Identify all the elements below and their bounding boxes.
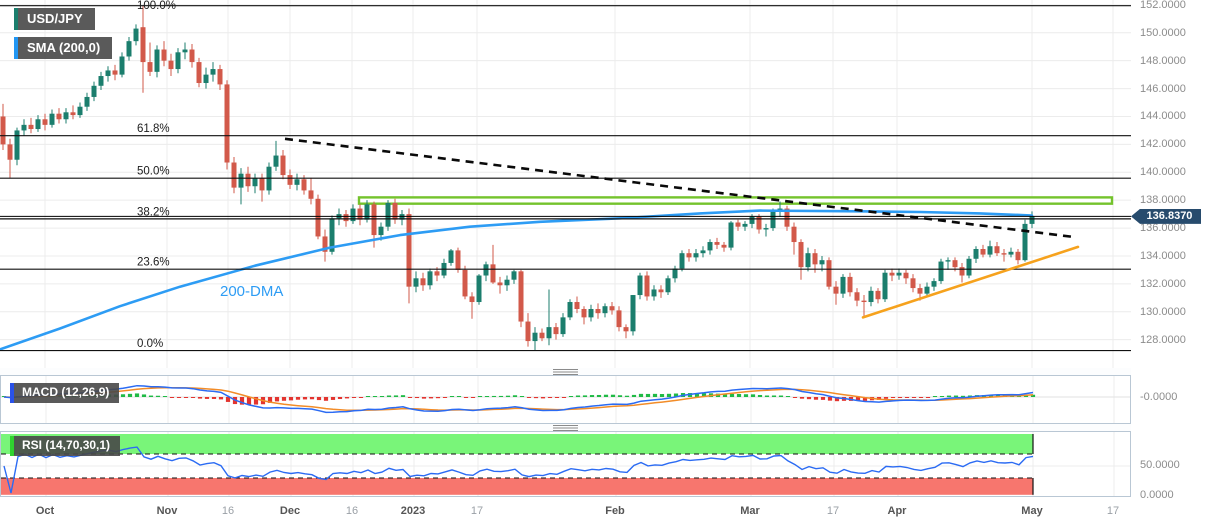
price-chart-panel[interactable]: 100.0% 61.8% 50.0% 38.2% 23.6% 0.0% xyxy=(0,0,1131,368)
price-axis-label: 138.0000 xyxy=(1140,194,1186,207)
sma-indicator-badge[interactable]: SMA (200,0) xyxy=(14,37,113,59)
price-axis-label: 152.0000 xyxy=(1140,0,1186,11)
symbol-badge[interactable]: USD/JPY xyxy=(14,8,95,30)
macd-canvas[interactable] xyxy=(1,376,1130,423)
price-axis-label: 132.0000 xyxy=(1140,277,1186,290)
descending-trendline-dashed[interactable] xyxy=(284,137,1076,239)
time-axis-label: 17 xyxy=(470,505,484,517)
gridlines xyxy=(0,0,1131,368)
rsi-panel[interactable] xyxy=(0,431,1131,497)
svg-text:100.0%: 100.0% xyxy=(137,0,176,12)
candles-group xyxy=(0,5,1035,351)
price-axis-label: 140.0000 xyxy=(1140,166,1186,179)
dma-annotation-label[interactable]: 200-DMA xyxy=(220,283,284,300)
rsi-indicator-badge[interactable]: RSI (14,70,30,1) xyxy=(10,436,121,456)
rsi-axis-label: 0.0000 xyxy=(1140,489,1174,501)
svg-text:23.6%: 23.6% xyxy=(137,257,170,269)
svg-text:0.0%: 0.0% xyxy=(137,338,163,350)
rsi-axis-label: 50.0000 xyxy=(1140,459,1180,471)
time-axis-label: Feb xyxy=(605,505,625,517)
time-axis-label: 16 xyxy=(345,505,359,517)
macd-indicator-badge[interactable]: MACD (12,26,9) xyxy=(10,383,120,403)
svg-text:38.2%: 38.2% xyxy=(137,206,170,218)
price-axis-label: 142.0000 xyxy=(1140,138,1186,151)
sma-200-line[interactable] xyxy=(0,209,1034,351)
price-axis-label: 150.0000 xyxy=(1140,26,1186,39)
macd-panel[interactable] xyxy=(0,375,1131,424)
time-axis-label: 17 xyxy=(1106,505,1120,517)
price-axis-label: 130.0000 xyxy=(1140,305,1186,318)
price-axis-label: 136.0000 xyxy=(1140,222,1186,235)
current-price-badge: 136.8370 xyxy=(1131,208,1201,224)
rsi-line[interactable] xyxy=(3,446,1034,494)
divider-grip-icon[interactable] xyxy=(553,424,578,431)
time-axis-label: Oct xyxy=(35,505,55,517)
macd-line[interactable] xyxy=(3,384,1034,414)
svg-text:50.0%: 50.0% xyxy=(137,166,170,178)
time-axis-label: Mar xyxy=(740,505,760,517)
time-axis-label: Apr xyxy=(887,505,907,517)
price-axis[interactable]: 152.0000 150.0000 148.0000 146.0000 144.0000… xyxy=(1131,0,1207,497)
price-axis-label: 146.0000 xyxy=(1140,82,1186,95)
rsi-overbought-zone xyxy=(1,434,1033,454)
ascending-support-trendline[interactable] xyxy=(861,245,1080,319)
time-axis-label: Dec xyxy=(279,505,301,517)
rsi-oversold-zone xyxy=(1,478,1033,495)
time-axis-label: Nov xyxy=(156,505,178,517)
svg-text:61.8%: 61.8% xyxy=(137,123,170,135)
divider-grip-icon[interactable] xyxy=(553,368,578,375)
macd-axis-label: -0.0000 xyxy=(1140,391,1178,403)
time-axis[interactable]: Oct Nov 16 Dec 16 2023 17 Feb Mar 17 Apr May 17 xyxy=(0,497,1207,526)
rsi-canvas[interactable] xyxy=(1,432,1130,496)
price-axis-label: 148.0000 xyxy=(1140,54,1186,67)
price-axis-label: 134.0000 xyxy=(1140,249,1186,262)
time-axis-label: 2023 xyxy=(400,505,426,517)
price-chart-canvas[interactable]: 100.0% 61.8% 50.0% 38.2% 23.6% 0.0% xyxy=(0,0,1131,368)
time-axis-label: 16 xyxy=(221,505,235,517)
time-axis-label: May xyxy=(1021,505,1043,517)
price-axis-label: 144.0000 xyxy=(1140,110,1186,123)
price-axis-label: 128.0000 xyxy=(1140,333,1186,346)
supply-zone-rect[interactable] xyxy=(357,196,1114,205)
fibonacci-levels[interactable]: 100.0% 61.8% 50.0% 38.2% 23.6% 0.0% xyxy=(0,0,1131,352)
time-axis-label: 17 xyxy=(826,505,840,517)
